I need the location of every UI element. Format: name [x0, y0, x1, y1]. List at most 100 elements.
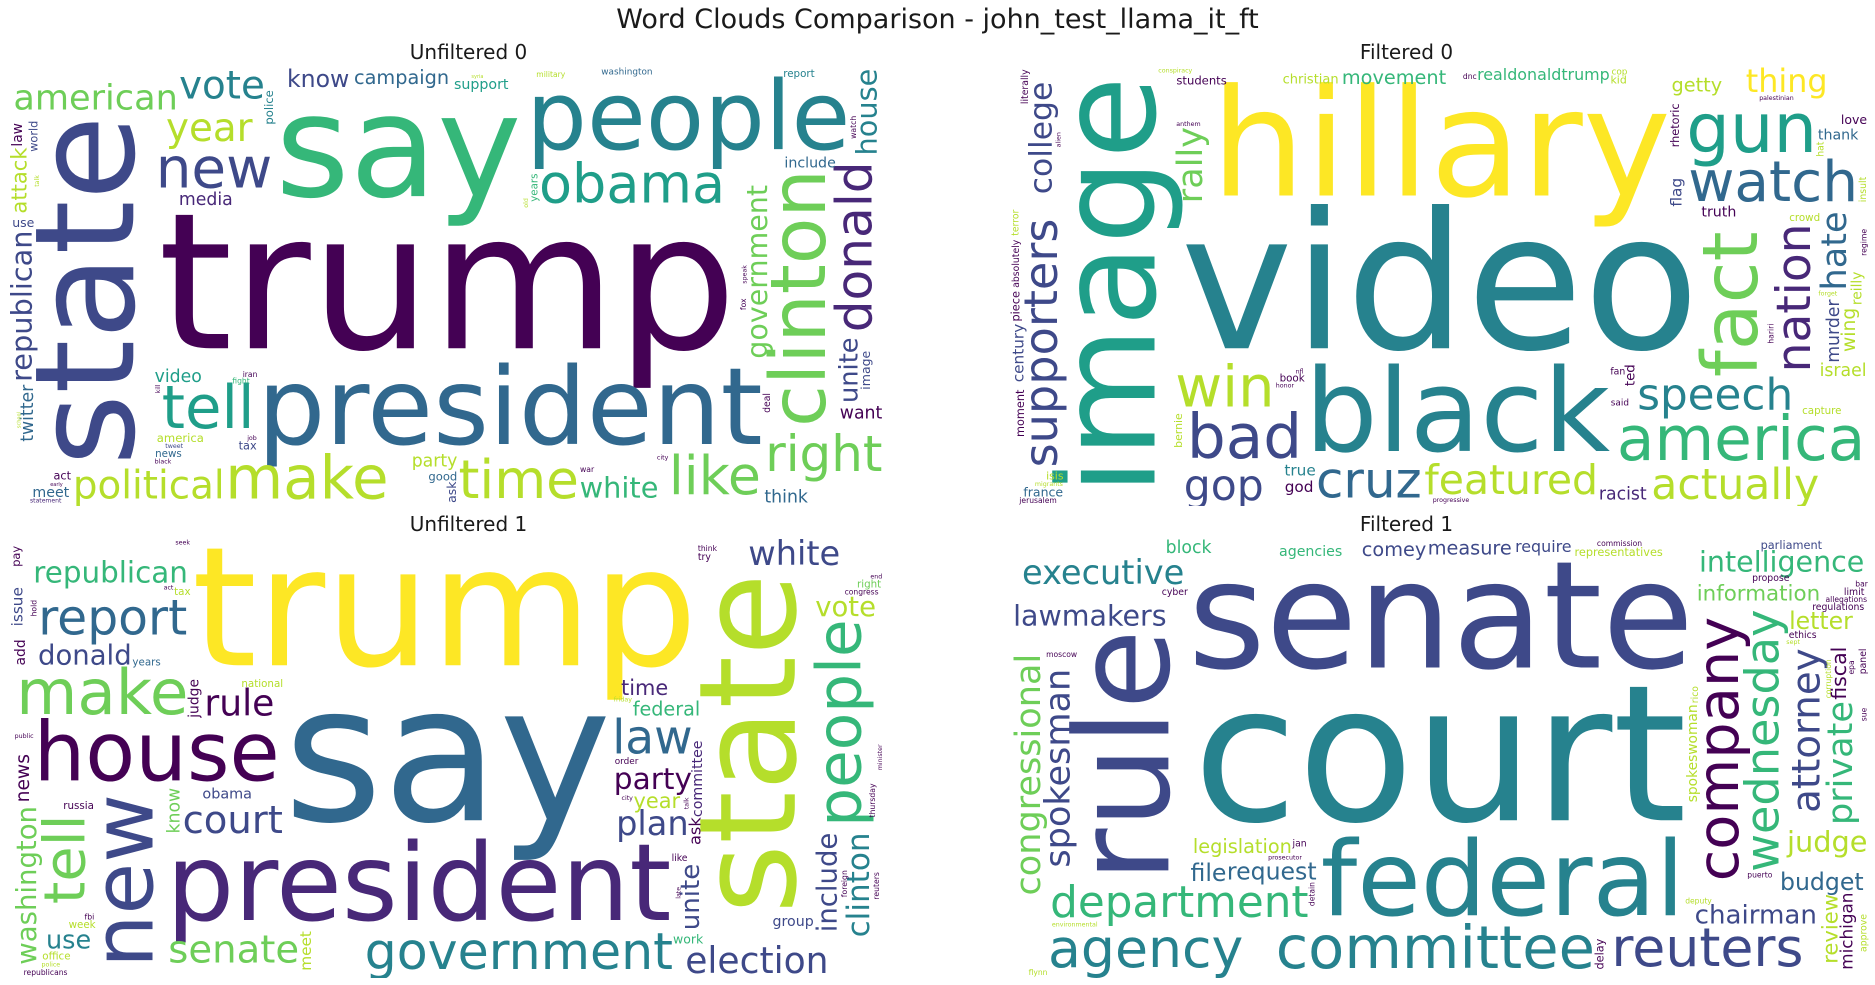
word-label: jan: [1292, 838, 1307, 849]
word-label: think: [764, 487, 808, 506]
word-label: alien: [1056, 132, 1063, 147]
word-label: image: [1030, 76, 1187, 495]
word-label: terror: [1010, 209, 1021, 235]
word-label: representatives: [1575, 546, 1663, 559]
word-label: parliament: [1761, 539, 1823, 552]
word-label: court: [183, 798, 283, 843]
word-label: report: [38, 590, 187, 647]
word-label: rhetoric: [1669, 103, 1682, 147]
word-label: think: [698, 544, 718, 553]
word-label: kid: [1611, 74, 1627, 87]
word-label: white: [580, 471, 659, 505]
word-label: century: [1010, 324, 1027, 383]
word-label: measure: [1428, 538, 1512, 560]
wordcloud-unfiltered-0: trump say state president people obama clinton…: [10, 66, 885, 506]
word-label: thing: [1746, 66, 1828, 100]
word-label: said: [1611, 399, 1629, 409]
word-label: meet: [32, 485, 69, 501]
word-label: washington: [601, 68, 652, 78]
word-label: time: [621, 676, 668, 700]
word-label: company: [1685, 617, 1752, 882]
word-label: insult: [1858, 176, 1869, 202]
word-label: ask: [685, 817, 704, 845]
word-label: palestinian: [1759, 95, 1794, 102]
word-label: letter: [1789, 607, 1853, 635]
word-label: isis: [1046, 470, 1064, 483]
word-label: truth: [1701, 205, 1736, 221]
word-label: department: [1050, 877, 1308, 928]
panel-title-unfiltered-1: Unfiltered 1: [409, 512, 528, 536]
word-label: years: [132, 656, 160, 668]
word-label: minister: [877, 744, 884, 770]
word-label: congress: [845, 587, 879, 596]
word-label: hillary: [1211, 66, 1671, 232]
word-label: house: [850, 69, 884, 156]
word-label: honor: [1276, 382, 1295, 389]
word-label: year: [166, 106, 253, 151]
word-label: act: [164, 585, 174, 592]
word-label: old: [523, 198, 530, 208]
word-label: video: [1181, 172, 1700, 393]
word-label: cruz: [1316, 451, 1422, 506]
word-label: information: [1697, 582, 1820, 607]
word-label: tax: [239, 439, 257, 452]
word-label: congressional: [1010, 654, 1049, 896]
word-label: ted: [1624, 364, 1639, 386]
word-label: military: [536, 70, 565, 79]
word-label: news: [155, 448, 182, 460]
word-label: true: [1284, 462, 1315, 480]
word-label: attorney: [1784, 648, 1829, 813]
word-label: use: [46, 925, 91, 955]
word-label: include: [784, 156, 835, 172]
word-label: tax: [174, 586, 190, 598]
word-label: committee: [1276, 913, 1595, 978]
word-label: time: [459, 449, 579, 506]
word-label: ethics: [1789, 630, 1817, 641]
word-label: epa: [1847, 660, 1856, 674]
word-label: government: [365, 922, 673, 978]
word-label: college: [1023, 82, 1059, 194]
word-label: realdonaldtrump: [1477, 66, 1610, 84]
panel-title-unfiltered-0: Unfiltered 0: [409, 40, 528, 64]
word-label: executive: [1022, 553, 1184, 592]
word-label: delay: [1594, 938, 1607, 969]
word-label: like: [669, 444, 761, 506]
word-label: nation: [1767, 223, 1822, 372]
word-label: like: [672, 853, 688, 864]
word-label: commission: [1597, 539, 1642, 548]
word-label: sue: [1859, 707, 1868, 721]
word-label: twitter: [18, 384, 38, 442]
word-label: late: [675, 887, 682, 899]
word-label: book: [1280, 373, 1305, 385]
word-label: america: [1617, 404, 1865, 475]
word-label: hat: [1815, 141, 1826, 157]
word-label: black: [155, 458, 172, 465]
word-label: environmental: [1052, 922, 1098, 929]
word-label: deputy: [1685, 897, 1712, 906]
word-label: media: [179, 190, 233, 210]
word-label: rule: [204, 683, 274, 725]
word-label: good: [428, 469, 457, 483]
word-label: movement: [1342, 66, 1447, 89]
word-label: rico: [1690, 686, 1701, 704]
word-label: world: [28, 121, 41, 152]
word-label: bar: [1855, 580, 1868, 589]
word-label: image: [858, 350, 873, 389]
word-label: president: [257, 345, 762, 470]
word-label: end: [870, 573, 882, 580]
word-label: early: [50, 482, 63, 488]
word-label: speak: [742, 265, 749, 284]
word-label: god: [1285, 478, 1314, 496]
word-label: year: [634, 789, 681, 813]
word-label: talk: [684, 797, 691, 809]
word-label: watch: [849, 116, 858, 139]
word-label: vote: [815, 591, 876, 623]
word-label: week: [69, 919, 96, 931]
word-label: make: [225, 444, 388, 506]
word-label: private: [1820, 701, 1861, 825]
word-label: absolutely: [1011, 239, 1022, 288]
word-label: flynn: [1029, 968, 1048, 977]
word-label: office: [42, 951, 70, 963]
